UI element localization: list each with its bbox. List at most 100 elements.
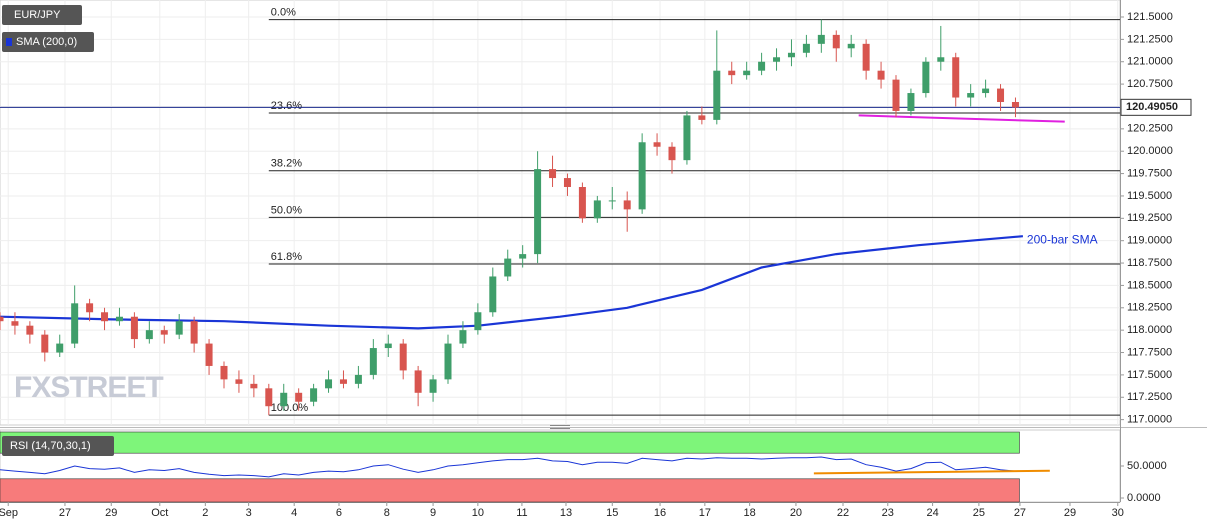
candle-body bbox=[847, 43, 855, 49]
y-tick-label: 120.2500 bbox=[1127, 123, 1173, 135]
overbought-zone bbox=[0, 431, 1020, 454]
candle-body bbox=[922, 61, 930, 94]
x-tick-label: 16 bbox=[654, 507, 666, 519]
candle-body bbox=[534, 169, 542, 255]
watermark: FXSTREET bbox=[14, 371, 163, 404]
x-tick-label: 15 bbox=[606, 507, 618, 519]
candle-body bbox=[429, 379, 437, 393]
fib-label: 38.2% bbox=[271, 158, 302, 170]
candle-body bbox=[250, 383, 258, 389]
legend-box bbox=[2, 436, 114, 456]
y-tick-label: 119.2500 bbox=[1127, 212, 1172, 224]
fib-label: 23.6% bbox=[271, 100, 302, 112]
x-tick-label: 27 bbox=[1014, 507, 1026, 519]
x-tick-label: 2 bbox=[202, 507, 208, 519]
rsi-trend-line bbox=[813, 469, 1050, 475]
candle-body bbox=[280, 392, 288, 407]
candle-body bbox=[563, 178, 571, 187]
y-tick-label: 119.7500 bbox=[1127, 167, 1172, 179]
candle-body bbox=[787, 52, 795, 58]
x-tick-label: 24 bbox=[926, 507, 938, 519]
candle-body bbox=[175, 321, 183, 335]
candle-body bbox=[817, 34, 825, 44]
support-line bbox=[858, 114, 1065, 123]
candle-body bbox=[653, 142, 661, 147]
fib-label: 100.0% bbox=[271, 402, 309, 414]
x-tick-label: 13 bbox=[560, 507, 572, 519]
candle-body bbox=[41, 334, 49, 353]
x-tick-label: 9 bbox=[430, 507, 436, 519]
y-tick-label: 121.2500 bbox=[1127, 33, 1173, 45]
candle-body bbox=[325, 379, 333, 389]
candle-body bbox=[892, 79, 900, 111]
candle-body bbox=[339, 379, 347, 384]
x-tick-label: 11 bbox=[516, 507, 527, 519]
candle-body bbox=[384, 343, 392, 349]
legend-box bbox=[2, 5, 82, 25]
candle-body bbox=[832, 34, 840, 49]
x-tick-label: 20 bbox=[790, 507, 802, 519]
x-tick-label: 29 bbox=[1064, 507, 1076, 519]
candle-body bbox=[190, 321, 198, 344]
candle-body bbox=[205, 343, 213, 366]
candle-body bbox=[56, 343, 64, 353]
candle-body bbox=[71, 303, 79, 344]
current-price-label: 120.49050 bbox=[1126, 101, 1178, 113]
candle-body bbox=[802, 43, 810, 53]
candle-body bbox=[683, 115, 691, 161]
y-tick-label: 121.0000 bbox=[1127, 56, 1173, 68]
y-tick-label: 0.0000 bbox=[1127, 492, 1161, 504]
x-tick-label: 29 bbox=[105, 507, 117, 519]
y-tick-label: 118.2500 bbox=[1127, 302, 1172, 314]
candle-body bbox=[130, 316, 138, 340]
y-tick-label: 117.2500 bbox=[1127, 391, 1172, 403]
y-tick-label: 117.0000 bbox=[1127, 414, 1172, 426]
candle-body bbox=[86, 303, 94, 313]
candle-body bbox=[369, 348, 377, 375]
oversold-zone bbox=[0, 478, 1020, 503]
candle-body bbox=[877, 70, 885, 80]
candle-body bbox=[773, 57, 781, 62]
fib-label: 50.0% bbox=[271, 204, 302, 216]
candle-body bbox=[474, 312, 482, 331]
x-tick-label: 10 bbox=[472, 507, 484, 519]
candle-body bbox=[549, 169, 557, 179]
legend-label: SMA (200,0) bbox=[16, 36, 77, 48]
y-tick-label: 117.7500 bbox=[1127, 346, 1172, 358]
candle-body bbox=[444, 343, 452, 380]
y-tick-label: 117.5000 bbox=[1127, 369, 1172, 381]
candle-body bbox=[26, 325, 34, 335]
candle-body bbox=[952, 57, 960, 98]
candle-body bbox=[728, 70, 736, 76]
y-tick-label: 118.7500 bbox=[1127, 257, 1172, 269]
x-tick-label: 27 bbox=[59, 507, 71, 519]
y-tick-label: 121.5000 bbox=[1127, 11, 1173, 23]
candle-body bbox=[115, 316, 123, 322]
legend-box bbox=[2, 32, 94, 52]
x-tick-label: 8 bbox=[384, 507, 390, 519]
candle-body bbox=[220, 365, 228, 380]
x-tick-label: 22 bbox=[837, 507, 849, 519]
candle-body bbox=[698, 115, 706, 120]
candle-body bbox=[758, 61, 766, 71]
candle-body bbox=[504, 258, 512, 277]
candle-body bbox=[668, 146, 676, 161]
candle-body bbox=[907, 93, 915, 111]
candle-body bbox=[982, 88, 990, 94]
candle-body bbox=[295, 392, 303, 402]
candle-body bbox=[265, 388, 273, 407]
candle-body bbox=[160, 330, 168, 335]
candle-body bbox=[459, 330, 467, 344]
x-tick-label: 3 bbox=[246, 507, 252, 519]
y-tick-label: 118.5000 bbox=[1127, 279, 1172, 291]
fib-label: 61.8% bbox=[271, 251, 302, 263]
sma-line bbox=[0, 235, 1023, 330]
candle-body bbox=[608, 200, 616, 202]
candle-body bbox=[623, 200, 631, 210]
rsi-line bbox=[0, 456, 1016, 478]
candle-body bbox=[713, 70, 721, 120]
candle-body bbox=[578, 187, 586, 219]
candle-body bbox=[1011, 102, 1019, 108]
candle-body bbox=[399, 343, 407, 371]
